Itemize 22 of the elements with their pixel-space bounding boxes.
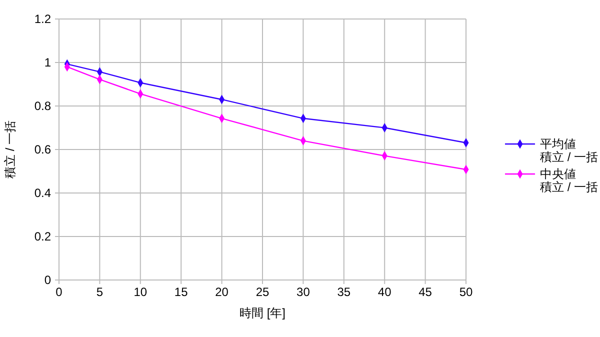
y-tick-label: 0.2 bbox=[34, 230, 52, 244]
legend-label: 中央値積立 / 一括 bbox=[540, 167, 598, 194]
y-tick-label: 0.4 bbox=[34, 186, 52, 200]
y-tick-label: 0.6 bbox=[34, 142, 52, 156]
y-tick-label: 1.2 bbox=[34, 12, 52, 26]
y-tick-label: 0 bbox=[44, 273, 52, 287]
legend-label: 平均値積立 / 一括 bbox=[540, 137, 598, 164]
x-tick-label: 0 bbox=[56, 285, 63, 299]
y-axis-title: 積立 / 一括 bbox=[3, 120, 17, 179]
x-tick-label: 10 bbox=[134, 285, 148, 299]
x-tick-label: 15 bbox=[174, 285, 188, 299]
x-tick-label: 35 bbox=[337, 285, 351, 299]
x-tick-label: 5 bbox=[96, 285, 104, 299]
x-tick-label: 30 bbox=[296, 285, 310, 299]
y-tick-label: 0.8 bbox=[34, 99, 52, 113]
x-tick-label: 45 bbox=[418, 285, 432, 299]
x-tick-label: 50 bbox=[459, 285, 473, 299]
y-tick-label: 1 bbox=[44, 56, 52, 70]
x-tick-label: 20 bbox=[215, 285, 229, 299]
x-tick-label: 25 bbox=[256, 285, 270, 299]
x-tick-label: 40 bbox=[378, 285, 392, 299]
x-axis-title: 時間 [年] bbox=[239, 306, 286, 320]
